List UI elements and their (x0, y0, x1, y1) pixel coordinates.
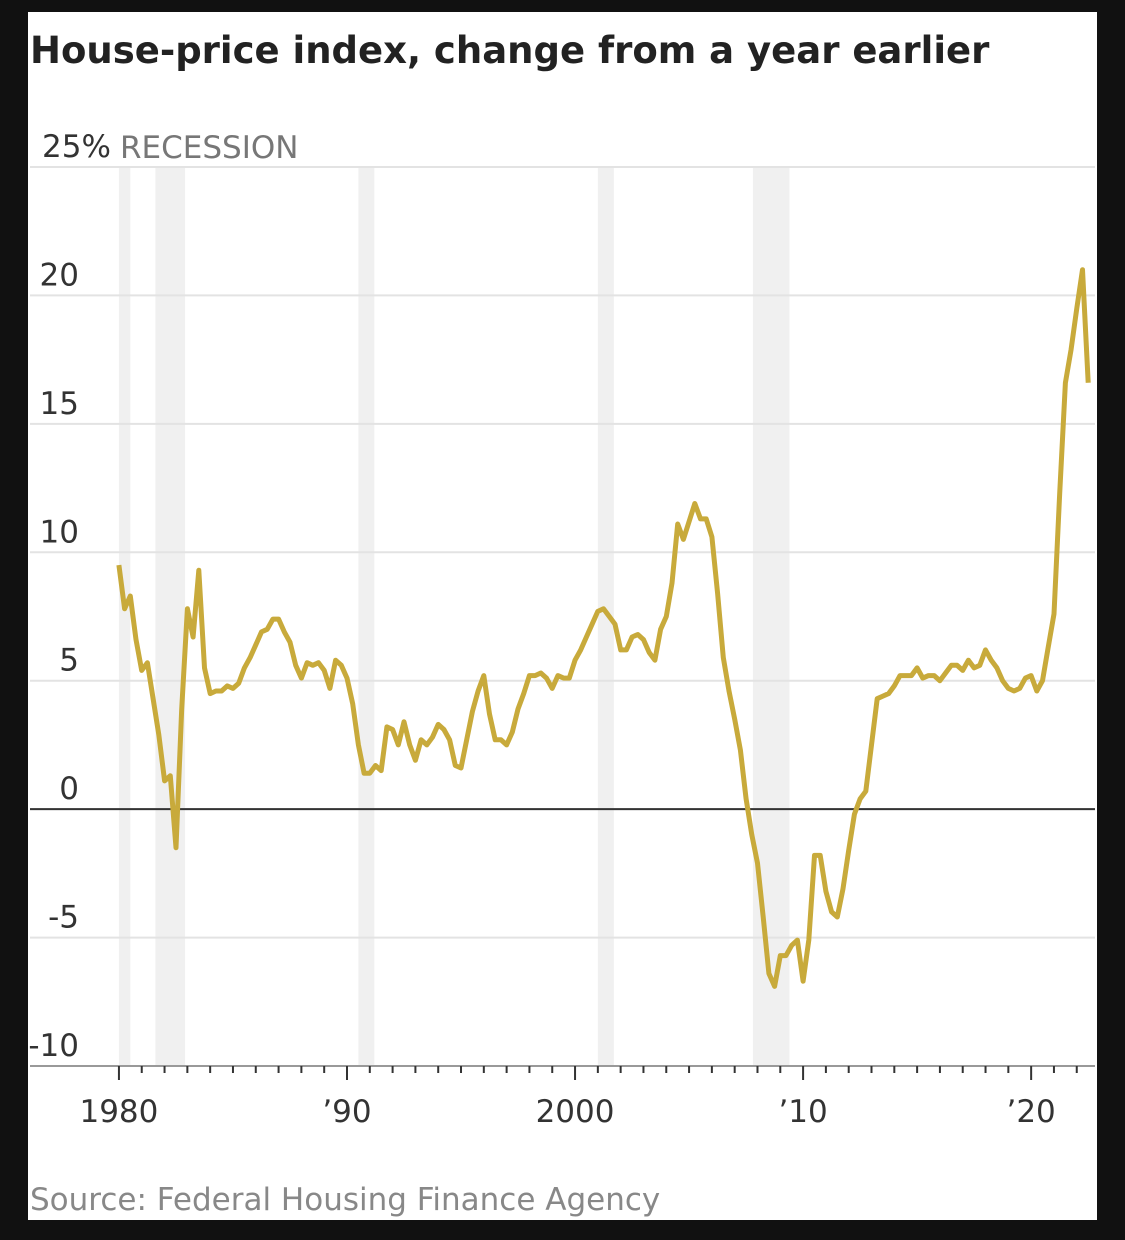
x-tick-label: ’10 (778, 1094, 827, 1130)
chart-title: House-price index, change from a year ea… (30, 29, 990, 72)
recession-band (752, 167, 790, 1066)
recession-band (358, 167, 375, 1066)
y-tick-label: 10 (40, 514, 79, 550)
y-tick-label: 20 (40, 257, 79, 293)
x-tick-label: ’20 (1006, 1094, 1055, 1130)
y-tick-label: 5 (59, 643, 79, 679)
x-tick-label: ’90 (322, 1094, 371, 1130)
plot: -10 -5 0 5 10 15 20 25% 1980 ’90 2000 ’10 ’20 (28, 129, 1095, 1130)
data-line (116, 267, 1091, 989)
source: Source: Federal Housing Finance Agency (30, 1182, 660, 1218)
y-tick-label: -5 (48, 900, 79, 936)
recession-band (118, 167, 131, 1066)
y-tick-label: 15 (40, 386, 79, 422)
panel (28, 12, 1097, 1220)
x-tick-label: 2000 (536, 1094, 615, 1130)
recession-band (155, 167, 186, 1066)
recession-label: RECESSION (120, 130, 298, 166)
y-tick-label: -10 (28, 1028, 79, 1064)
y-tick-label: 0 (59, 771, 79, 807)
recession-band (597, 167, 614, 1066)
y-tick-label: 25% (42, 129, 111, 165)
x-tick-label: 1980 (79, 1094, 158, 1130)
